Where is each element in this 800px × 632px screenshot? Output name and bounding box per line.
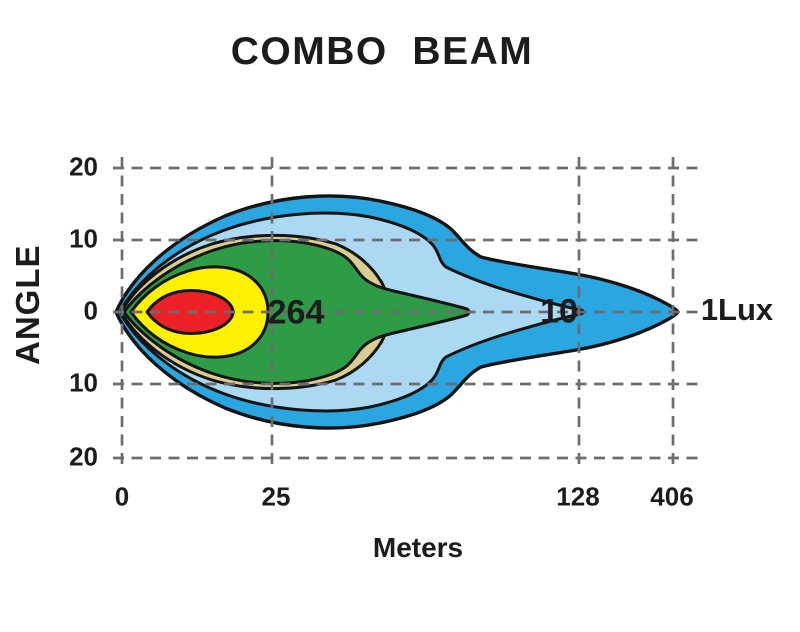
lux-label-1lux: 1Lux	[700, 292, 774, 327]
x-tick-128: 128	[556, 481, 600, 512]
y-tick-10-top: 10	[69, 223, 98, 254]
y-tick-20-bottom: 20	[69, 441, 98, 472]
y-tick-10-bottom: 10	[69, 367, 98, 398]
x-tick-0: 0	[114, 481, 130, 512]
x-tick-25: 25	[261, 481, 291, 512]
chart-title: COMBO BEAM	[230, 30, 534, 73]
x-axis-title: Meters	[372, 532, 464, 563]
y-tick-0: 0	[83, 295, 98, 326]
lux-label-10: 10	[540, 292, 578, 331]
y-tick-20-top: 20	[69, 151, 98, 182]
x-tick-406: 406	[650, 481, 694, 512]
grid-lines	[113, 157, 701, 468]
lux-label-264: 264	[267, 293, 325, 332]
